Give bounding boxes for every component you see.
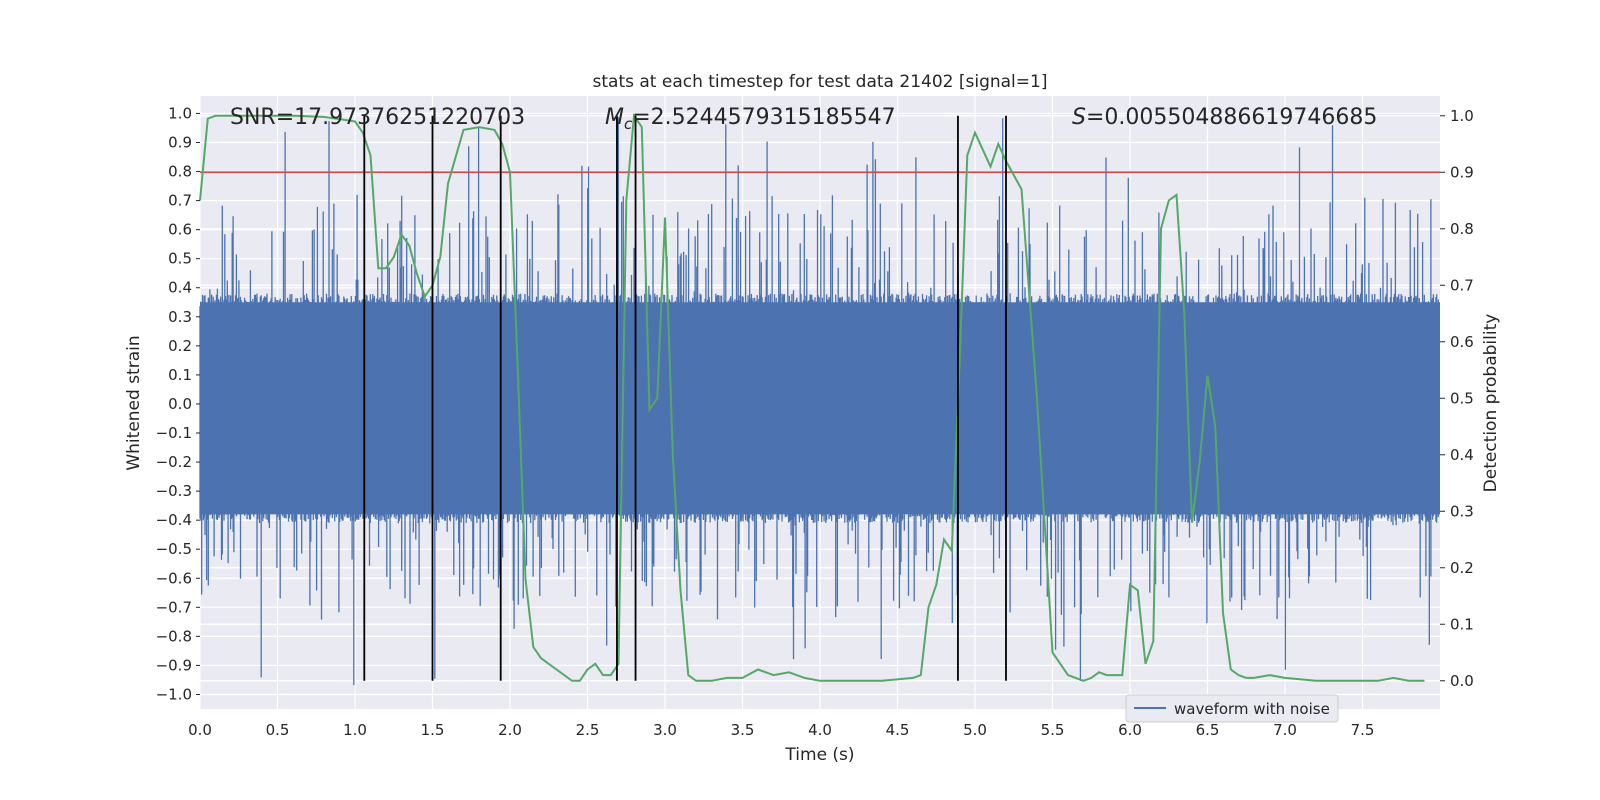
y2-tick-label: 1.0	[1450, 107, 1474, 125]
x-tick-label: 6.5	[1196, 721, 1220, 739]
x-tick-label: 7.0	[1273, 721, 1297, 739]
x-axis-ticks: 0.0 0.5 1.0 1.5 2.0 2.5 3.0 3.5 4.0 4.5 5.0 5.5 6.0 6…	[188, 721, 1374, 739]
y-tick-label: 0.5	[168, 250, 192, 268]
waveform-series	[199, 117, 1440, 686]
x-tick-label: 6.0	[1118, 721, 1142, 739]
y2-tick-label: 0.0	[1450, 672, 1474, 690]
x-tick-label: 1.5	[421, 721, 445, 739]
x-axis-label: Time (s)	[784, 745, 854, 765]
detection-markers	[363, 115, 1007, 681]
y-tick-label: 0.6	[168, 221, 192, 239]
y-tick-label: −0.4	[156, 511, 192, 529]
y-axis-ticks: 1.0 0.9 0.8 0.7 0.6 0.5 0.4 0.3 0.2 0.1 0.0 −0.1 −0.…	[156, 104, 200, 703]
chart-title: stats at each timestep for test data 214…	[593, 72, 1048, 92]
x-tick-label: 5.5	[1041, 721, 1065, 739]
y-tick-label: −0.3	[156, 482, 192, 500]
y2-tick-label: 0.6	[1450, 333, 1474, 351]
y-tick-label: −0.7	[156, 598, 192, 616]
x-tick-label: 7.5	[1351, 721, 1375, 739]
y-axis-label: Whitened strain	[124, 335, 144, 470]
y-tick-label: −0.8	[156, 627, 192, 645]
y-tick-label: −0.2	[156, 453, 192, 471]
y-tick-label: 0.0	[168, 395, 192, 413]
x-tick-label: 3.0	[653, 721, 677, 739]
y2-axis-label: Detection probability	[1481, 314, 1501, 493]
y-tick-label: 0.9	[168, 133, 192, 151]
y-tick-label: 0.4	[168, 279, 192, 297]
y-tick-label: −0.1	[156, 424, 192, 442]
x-tick-label: 0.0	[188, 721, 212, 739]
x-tick-label: 4.5	[886, 721, 910, 739]
x-tick-label: 0.5	[266, 721, 290, 739]
legend-label: waveform with noise	[1174, 700, 1330, 718]
probability-series	[199, 112, 1425, 682]
y-tick-label: 0.1	[168, 366, 192, 384]
y2-tick-label: 0.7	[1450, 276, 1474, 294]
chirp-mass-annotation: Mc=2.5244579315185547	[605, 105, 896, 133]
y-tick-label: −1.0	[156, 685, 192, 703]
y-tick-label: −0.5	[156, 540, 192, 558]
y2-axis-ticks: 1.0 0.9 0.8 0.7 0.6 0.5 0.4 0.3 0.2 0.1 0.0	[1440, 107, 1474, 690]
y-tick-label: 0.3	[168, 308, 192, 326]
y2-tick-label: 0.3	[1450, 502, 1474, 520]
y-tick-label: 0.7	[168, 192, 192, 210]
legend-box	[1125, 694, 1339, 723]
y2-tick-label: 0.9	[1450, 163, 1474, 181]
y2-tick-label: 0.5	[1450, 389, 1474, 407]
y-tick-label: −0.9	[156, 656, 192, 674]
snr-annotation: SNR=17.97376251220703	[230, 105, 525, 130]
y-tick-label: −0.6	[156, 569, 192, 587]
legend: waveform with noise	[1125, 694, 1339, 723]
y2-tick-label: 0.2	[1450, 559, 1474, 577]
y-tick-label: 0.2	[168, 337, 192, 355]
x-tick-label: 2.5	[576, 721, 600, 739]
y2-tick-label: 0.4	[1450, 446, 1474, 464]
x-tick-label: 3.5	[731, 721, 755, 739]
waveform-line	[199, 117, 1440, 686]
x-tick-label: 4.0	[808, 721, 832, 739]
x-tick-label: 1.0	[343, 721, 367, 739]
y-tick-label: 0.8	[168, 163, 192, 181]
s-annotation: S=0.005504886619746685	[1072, 105, 1377, 130]
x-tick-label: 2.0	[498, 721, 522, 739]
x-tick-label: 5.0	[963, 721, 987, 739]
y2-tick-label: 0.1	[1450, 615, 1474, 633]
y2-tick-label: 0.8	[1450, 220, 1474, 238]
probability-line	[199, 112, 1425, 682]
y-tick-label: 1.0	[168, 104, 192, 122]
